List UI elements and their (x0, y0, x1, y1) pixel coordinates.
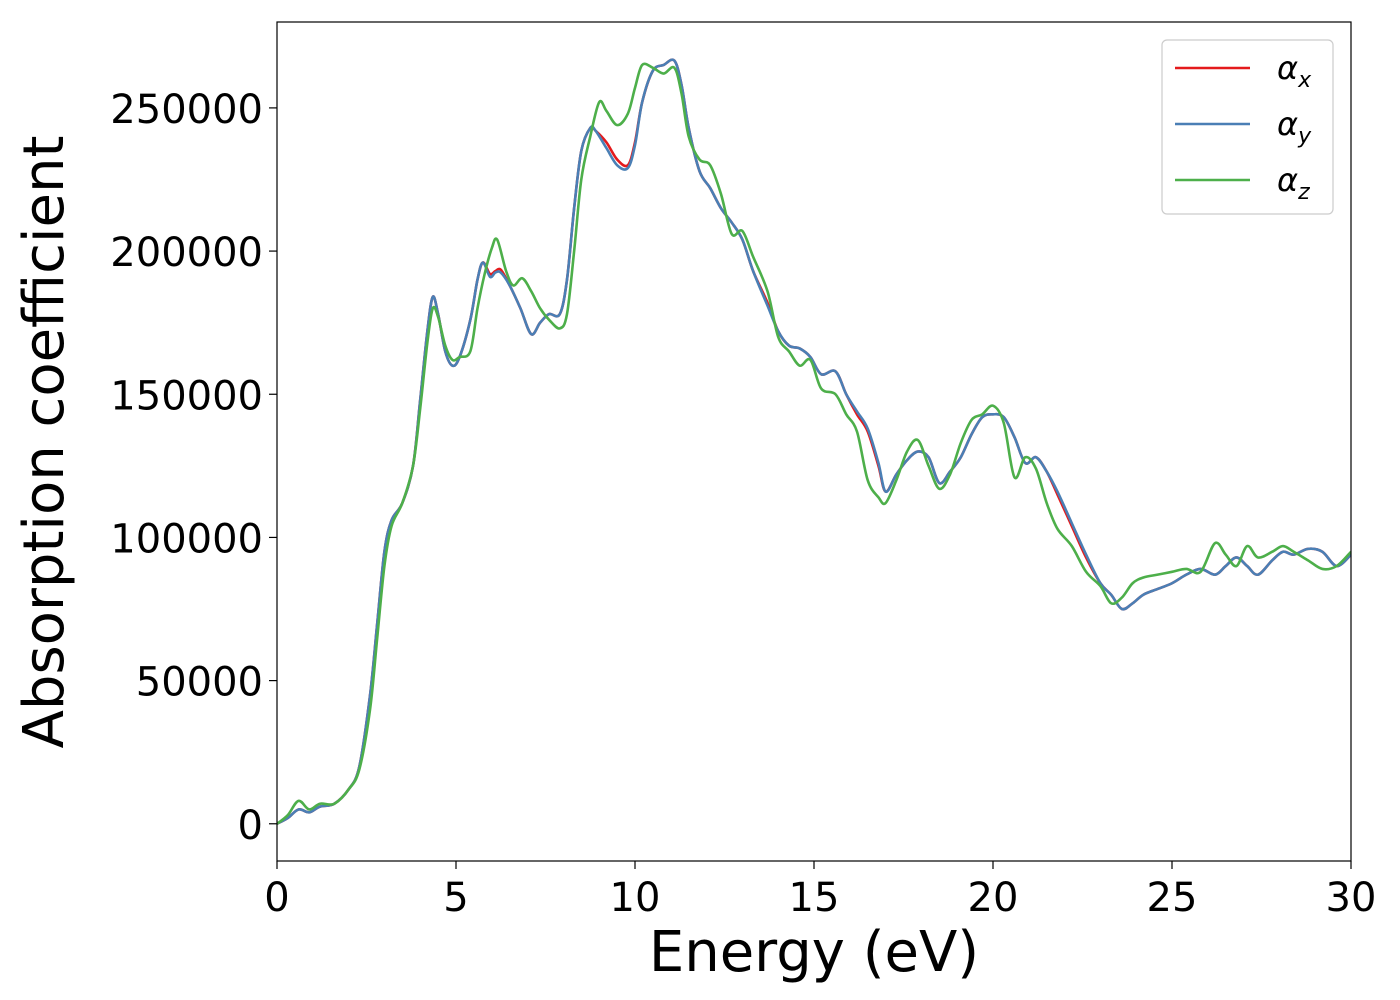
legend-box (1161, 39, 1334, 215)
x-tick-label: 10 (610, 875, 661, 921)
y-tick-label: 250000 (110, 87, 263, 133)
x-tick-label: 0 (264, 875, 289, 921)
series-line-alpha-z (277, 62, 1351, 825)
legend-label-alpha-x: αx (1277, 49, 1312, 93)
x-tick-label: 30 (1326, 875, 1377, 921)
x-tick-label: 15 (789, 875, 840, 921)
x-tick-label: 5 (443, 875, 468, 921)
y-tick-label: 150000 (110, 373, 263, 419)
x-tick-label: 20 (968, 875, 1019, 921)
x-tick-label: 25 (1147, 875, 1198, 921)
y-tick-label: 200000 (110, 230, 263, 276)
y-tick-label: 100000 (110, 516, 263, 562)
y-axis-ticks: 0 50000 100000 150000 200000 250000 (110, 87, 277, 849)
y-axis-label: Absorption coefficient (12, 136, 77, 749)
legend-label-alpha-z: αz (1277, 161, 1310, 205)
legend: αx αy αz (1161, 39, 1334, 215)
x-axis-ticks: 0 5 10 15 20 25 30 (264, 861, 1376, 921)
series-layer (277, 58, 1351, 825)
legend-label-alpha-y: αy (1277, 105, 1312, 149)
x-axis-label: Energy (eV) (649, 920, 979, 985)
y-tick-label: 0 (238, 803, 263, 849)
y-tick-label: 50000 (136, 660, 263, 706)
